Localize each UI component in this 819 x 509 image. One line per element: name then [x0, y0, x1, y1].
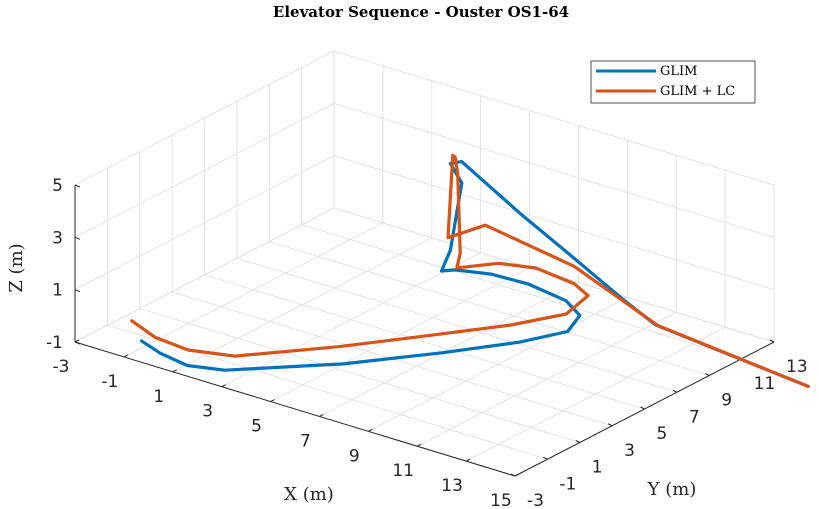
z-tick-mark	[74, 289, 81, 293]
gridline	[74, 207, 335, 343]
data-series	[130, 153, 810, 388]
gridline	[139, 308, 580, 443]
x-tick-label: 13	[441, 476, 463, 496]
x-tick-mark	[319, 413, 324, 417]
y-tick-label: 5	[657, 424, 668, 444]
x-tick-label: -1	[101, 372, 118, 392]
gridline	[74, 50, 335, 186]
z-tick-mark	[74, 236, 81, 240]
z-tick-label: 3	[52, 228, 63, 248]
x-tick-mark	[123, 354, 129, 358]
legend: GLIM GLIM + LC	[590, 60, 756, 104]
y-tick-label: 3	[624, 441, 635, 461]
x-tick-mark	[74, 339, 80, 343]
y-tick-mark	[640, 406, 645, 410]
y-tick-mark	[705, 373, 710, 376]
gridline	[333, 102, 775, 238]
y-tick-label: -3	[527, 491, 544, 509]
x-tick-mark	[221, 384, 226, 388]
x-tick-label: -3	[53, 357, 70, 377]
y-tick-label: 7	[689, 407, 700, 427]
x-tick-mark	[270, 399, 275, 403]
y-axis-label: Y (m)	[647, 479, 697, 500]
legend-box	[590, 60, 756, 104]
x-tick-label: 5	[251, 417, 262, 437]
z-tick-mark	[74, 184, 81, 188]
y-tick-mark	[510, 473, 516, 477]
x-tick-mark	[416, 443, 422, 447]
y-tick-mark	[607, 423, 613, 427]
z-tick-label: 5	[52, 176, 63, 196]
y-tick-label: -1	[559, 474, 576, 494]
gridline	[269, 241, 710, 376]
gridline	[333, 155, 775, 291]
series-line-glim	[140, 160, 810, 388]
gridline	[333, 50, 775, 186]
x-tick-label: 3	[202, 402, 213, 422]
x-axis-line	[74, 341, 516, 477]
gridline	[204, 274, 645, 410]
y-tick-label: 9	[721, 391, 732, 411]
x-tick-mark	[465, 458, 471, 462]
series-line-glim-lc	[130, 153, 810, 388]
legend-label-glim-lc: GLIM + LC	[660, 84, 735, 99]
x-tick-mark	[368, 428, 373, 432]
y-tick-mark	[769, 339, 775, 343]
gridline	[74, 155, 335, 291]
y-tick-mark	[543, 456, 548, 460]
z-axis-label: Z (m)	[6, 243, 27, 292]
x-tick-mark	[514, 473, 520, 477]
x-tick-mark	[172, 369, 178, 373]
gridline	[236, 257, 677, 393]
x-tick-label: 15	[490, 491, 512, 509]
x-tick-label: 1	[153, 387, 164, 407]
gridline	[301, 224, 742, 360]
y-tick-mark	[575, 440, 580, 443]
z-tick-label: 1	[52, 281, 63, 301]
chart-title: Elevator Sequence - Ouster OS1-64	[273, 3, 569, 21]
x-tick-label: 7	[300, 431, 311, 451]
legend-label-glim: GLIM	[660, 64, 697, 79]
y-tick-label: 13	[786, 357, 808, 377]
y-tick-label: 11	[754, 374, 776, 394]
x-tick-label: 11	[392, 461, 414, 481]
y-tick-mark	[672, 389, 678, 393]
x-axis-label: X (m)	[284, 484, 334, 505]
y-tick-label: 1	[592, 458, 603, 478]
z-tick-label: -1	[46, 333, 63, 353]
gridline	[74, 102, 335, 238]
z-tick-mark	[74, 341, 81, 345]
x-tick-label: 9	[349, 446, 360, 466]
